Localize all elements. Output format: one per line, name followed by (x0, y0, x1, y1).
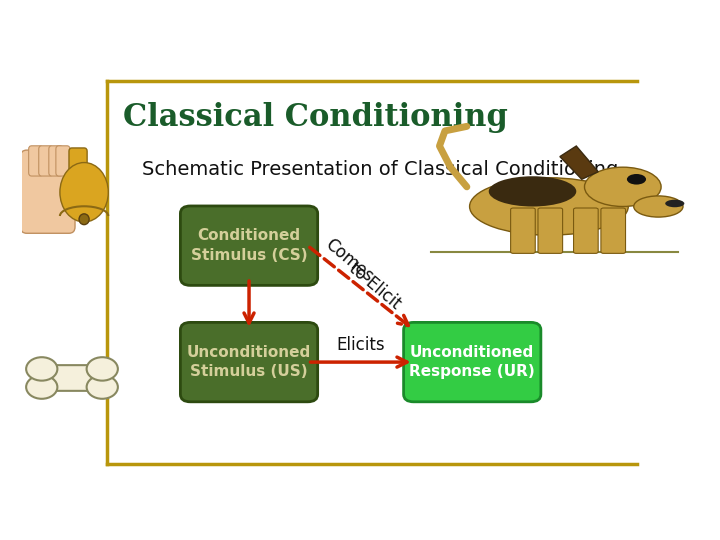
Text: Unconditioned
Stimulus (US): Unconditioned Stimulus (US) (187, 345, 311, 380)
Ellipse shape (60, 163, 108, 222)
Polygon shape (560, 146, 598, 179)
FancyBboxPatch shape (69, 148, 87, 176)
FancyBboxPatch shape (538, 208, 562, 253)
Circle shape (26, 375, 58, 399)
FancyBboxPatch shape (601, 208, 626, 253)
Ellipse shape (665, 200, 684, 207)
Circle shape (26, 357, 58, 381)
Text: Conditioned
Stimulus (CS): Conditioned Stimulus (CS) (191, 228, 307, 263)
FancyBboxPatch shape (49, 146, 63, 176)
FancyBboxPatch shape (181, 322, 318, 402)
FancyBboxPatch shape (56, 146, 70, 176)
FancyBboxPatch shape (574, 208, 598, 253)
Ellipse shape (469, 178, 629, 235)
Ellipse shape (634, 196, 683, 217)
FancyBboxPatch shape (37, 365, 107, 391)
Circle shape (627, 174, 646, 185)
FancyBboxPatch shape (29, 146, 42, 176)
Text: Classical Conditioning: Classical Conditioning (124, 102, 508, 133)
Circle shape (86, 357, 118, 381)
Text: Unconditioned
Response (UR): Unconditioned Response (UR) (410, 345, 535, 380)
FancyBboxPatch shape (21, 150, 75, 233)
Circle shape (86, 375, 118, 399)
Ellipse shape (489, 176, 576, 206)
FancyBboxPatch shape (181, 206, 318, 285)
Text: Schematic Presentation of Classical Conditioning: Schematic Presentation of Classical Cond… (142, 160, 618, 179)
Circle shape (79, 214, 89, 225)
Text: Comes: Comes (322, 235, 377, 286)
FancyBboxPatch shape (39, 146, 53, 176)
FancyBboxPatch shape (404, 322, 541, 402)
FancyBboxPatch shape (510, 208, 535, 253)
Text: to Elicit: to Elicit (345, 259, 404, 313)
Text: Elicits: Elicits (336, 336, 385, 354)
Ellipse shape (585, 167, 661, 206)
